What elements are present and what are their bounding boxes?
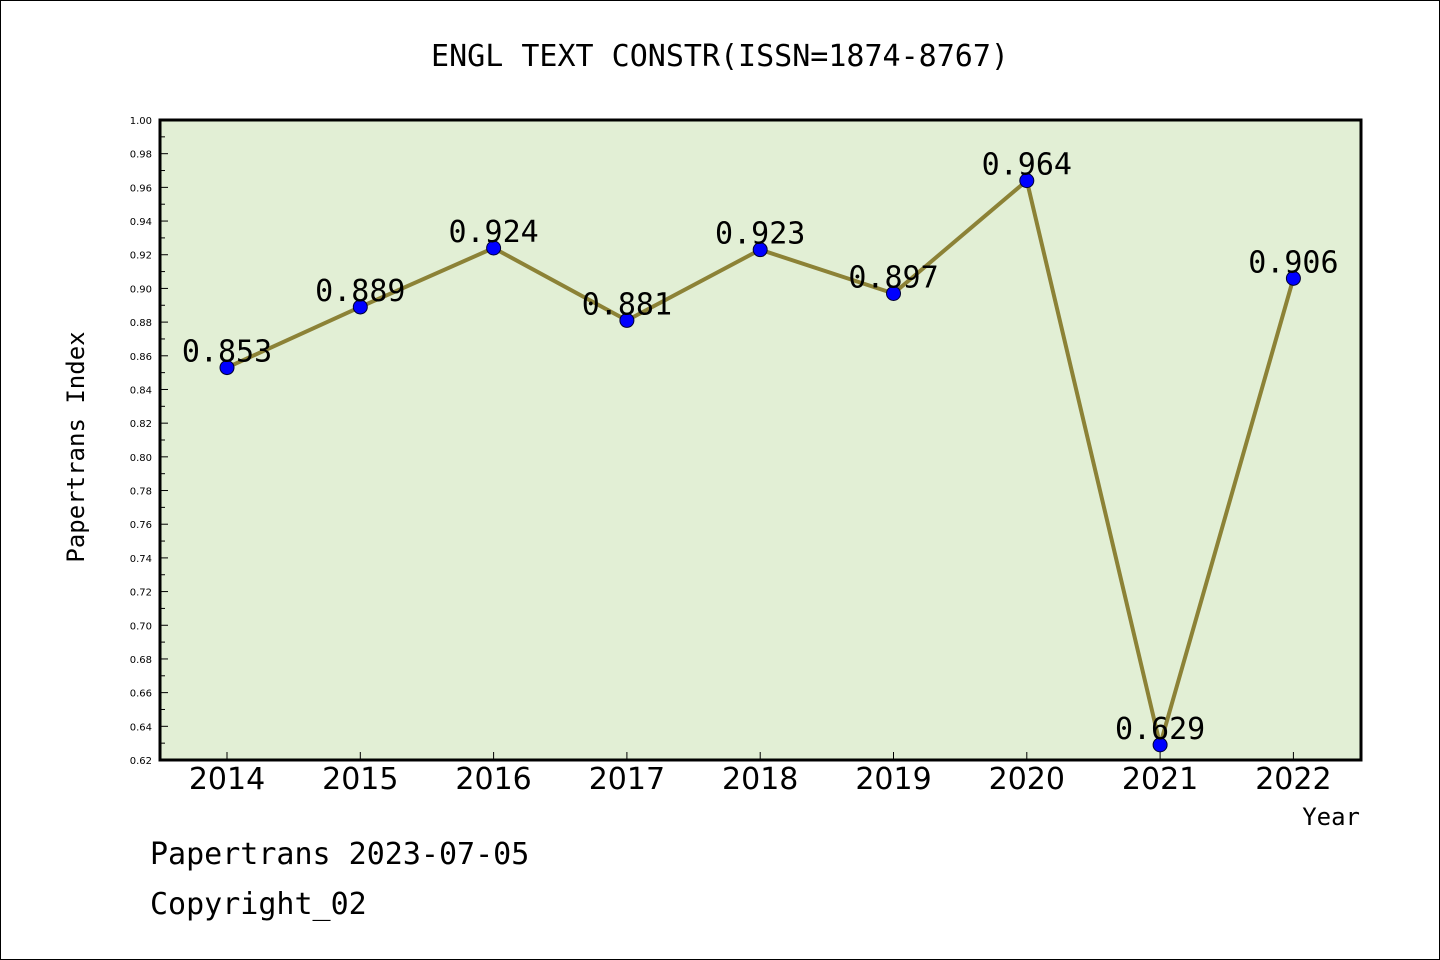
y-tick-label: 0.98 xyxy=(130,150,152,161)
y-tick-label: 0.82 xyxy=(130,419,152,430)
data-label: 0.853 xyxy=(182,335,272,370)
data-label: 0.897 xyxy=(848,260,938,295)
x-tick-label: 2018 xyxy=(722,762,798,797)
data-point xyxy=(752,242,768,258)
y-tick-label: 0.64 xyxy=(130,722,152,733)
x-tick-label: 2022 xyxy=(1255,762,1331,797)
data-point xyxy=(1285,270,1301,286)
y-tick-label: 0.62 xyxy=(130,756,152,767)
y-tick-label: 0.94 xyxy=(130,217,152,228)
data-label: 0.923 xyxy=(715,217,805,252)
y-tick-label: 0.86 xyxy=(130,352,152,363)
x-axis-label: Year xyxy=(1302,803,1360,831)
y-tick-label: 0.90 xyxy=(130,284,152,295)
x-tick-label: 2019 xyxy=(855,762,931,797)
data-markers xyxy=(219,173,1301,753)
y-tick-label: 0.70 xyxy=(130,621,152,632)
x-tick-label: 2017 xyxy=(589,762,665,797)
data-point xyxy=(619,312,635,328)
data-label: 0.964 xyxy=(982,148,1072,183)
data-point xyxy=(886,285,901,301)
y-tick-label: 0.88 xyxy=(130,318,152,329)
data-labels: 0.853 0.889 0.924 0.881 0.923 0.897 0.964 0.629… xyxy=(182,148,1339,747)
y-axis-label: Papertrans Index xyxy=(62,331,90,562)
y-tick-label: 0.80 xyxy=(130,453,152,464)
footer-date: Papertrans 2023-07-05 xyxy=(150,837,529,872)
data-point xyxy=(1019,173,1035,189)
chart-title: ENGL TEXT CONSTR(ISSN=1874-8767) xyxy=(431,39,1009,74)
y-tick-label: 0.68 xyxy=(130,655,152,666)
y-axis-ticks: 0.62 0.64 0.66 0.68 0.70 0.72 0.74 0.76 0.78 0.80… xyxy=(130,116,168,767)
plot-area xyxy=(160,120,1361,760)
y-tick-label: 0.66 xyxy=(130,689,152,700)
x-tick-label: 2016 xyxy=(455,762,531,797)
data-label: 0.881 xyxy=(582,287,672,322)
data-point xyxy=(486,240,502,256)
x-tick-label: 2021 xyxy=(1122,762,1198,797)
data-label: 0.906 xyxy=(1248,245,1338,280)
y-tick-label: 1.00 xyxy=(130,116,152,127)
y-tick-label: 0.76 xyxy=(130,520,152,531)
footer-copyright: Copyright_02 xyxy=(150,887,367,922)
plot-border xyxy=(158,118,1363,762)
data-label: 0.889 xyxy=(315,274,405,309)
y-tick-label: 0.72 xyxy=(130,588,152,599)
data-label: 0.629 xyxy=(1115,712,1205,747)
x-tick-label: 2015 xyxy=(322,762,398,797)
y-tick-label: 0.96 xyxy=(130,183,152,194)
x-tick-label: 2020 xyxy=(989,762,1065,797)
data-label: 0.924 xyxy=(448,215,538,250)
y-tick-label: 0.78 xyxy=(130,487,152,498)
data-point xyxy=(352,299,368,315)
x-axis-ticks: 2014 2015 2016 2017 2018 2019 2020 2021 2022 xyxy=(189,752,1332,797)
data-point xyxy=(219,360,235,376)
y-tick-label: 0.84 xyxy=(130,385,152,396)
x-tick-label: 2014 xyxy=(189,762,265,797)
data-point xyxy=(1152,737,1168,753)
y-tick-label: 0.74 xyxy=(130,554,152,565)
y-tick-label: 0.92 xyxy=(130,251,152,262)
